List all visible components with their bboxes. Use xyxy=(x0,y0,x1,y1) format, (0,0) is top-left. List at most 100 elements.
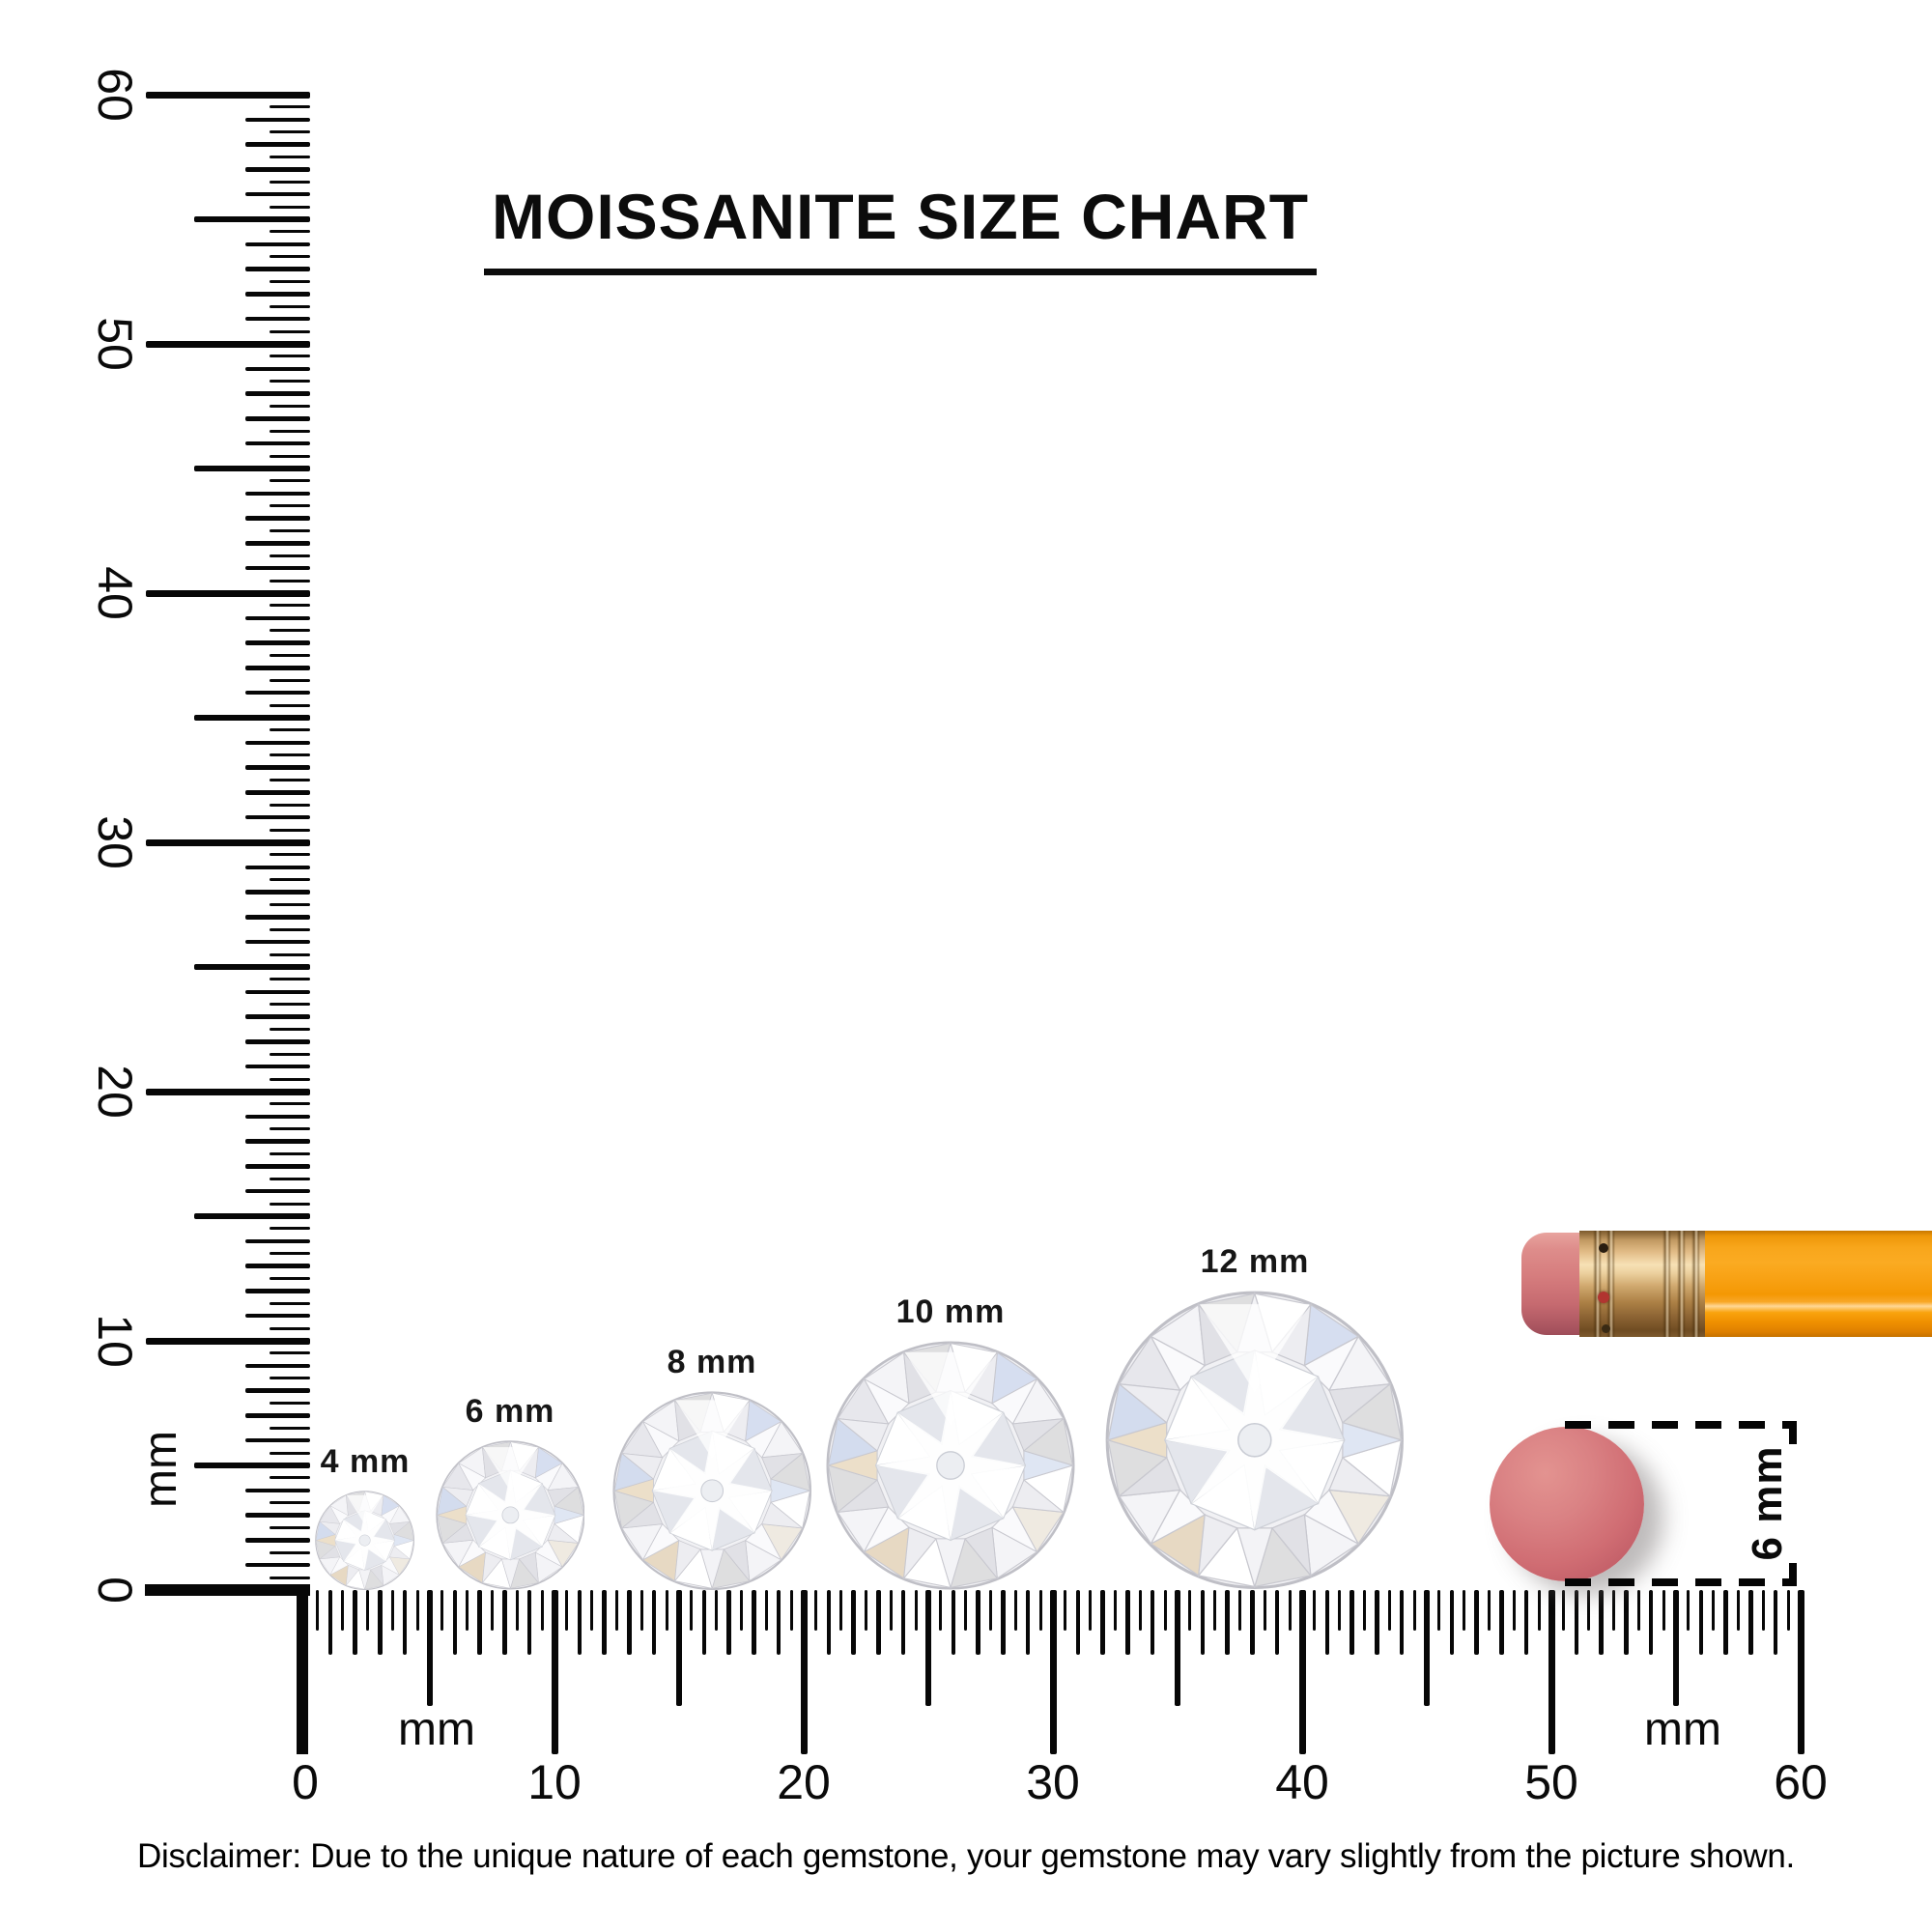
ruler-corner-vertical-bar xyxy=(297,1590,308,1754)
v-ruler-tick-3.5mm xyxy=(270,1501,310,1505)
v-ruler-tick-15mm xyxy=(194,1213,310,1219)
h-ruler-tick-7.5mm xyxy=(490,1590,495,1631)
h-ruler-tick-30mm xyxy=(1049,1590,1057,1754)
h-ruler-tick-52.5mm xyxy=(1611,1590,1616,1631)
h-ruler-tick-41.5mm xyxy=(1338,1590,1342,1631)
h-ruler-tick-24mm xyxy=(900,1590,906,1655)
v-ruler-tick-46.5mm xyxy=(270,429,310,433)
eraser-disc xyxy=(1490,1427,1644,1581)
h-ruler-number-0: 0 xyxy=(292,1755,319,1809)
ferrule-groove xyxy=(1677,1231,1686,1337)
h-ruler-tick-3.5mm xyxy=(390,1590,394,1631)
h-ruler-tick-53mm xyxy=(1624,1590,1629,1655)
gem-4mm xyxy=(315,1491,415,1590)
h-ruler-tick-28.5mm xyxy=(1013,1590,1017,1631)
h-ruler-tick-38.5mm xyxy=(1263,1590,1266,1631)
v-ruler-tick-18mm xyxy=(245,1139,310,1144)
gem-6mm xyxy=(435,1440,585,1590)
ferrule-crimp-dot xyxy=(1599,1243,1608,1253)
ferrule-groove xyxy=(1691,1231,1700,1337)
v-ruler-tick-49mm xyxy=(245,366,310,372)
gem-8mm xyxy=(612,1391,811,1590)
h-ruler-number-10: 10 xyxy=(527,1755,582,1809)
h-ruler-tick-47mm xyxy=(1474,1590,1479,1655)
v-ruler-number-10: 10 xyxy=(88,1314,142,1368)
h-ruler-tick-42.5mm xyxy=(1362,1590,1367,1631)
v-ruler-tick-29mm xyxy=(245,865,310,870)
h-ruler-tick-23.5mm xyxy=(889,1590,893,1631)
v-ruler-number-20: 20 xyxy=(88,1065,142,1119)
h-ruler-number-60: 60 xyxy=(1774,1755,1828,1809)
v-ruler-tick-37mm xyxy=(245,666,310,670)
v-ruler-tick-30.5mm xyxy=(270,828,310,832)
h-ruler-tick-51mm xyxy=(1574,1590,1579,1655)
v-ruler-tick-50.5mm xyxy=(270,329,310,333)
v-ruler-tick-35mm xyxy=(194,715,310,721)
h-ruler-tick-12mm xyxy=(602,1590,607,1655)
h-ruler-tick-22.5mm xyxy=(864,1590,868,1631)
v-ruler-tick-31.5mm xyxy=(270,803,310,807)
v-ruler-tick-41.5mm xyxy=(270,554,310,557)
h-ruler-tick-54mm xyxy=(1648,1590,1654,1655)
v-ruler-tick-54mm xyxy=(245,242,310,247)
h-ruler-tick-54.5mm xyxy=(1662,1590,1665,1631)
h-ruler-tick-46.5mm xyxy=(1463,1590,1466,1631)
h-ruler-tick-5.5mm xyxy=(440,1590,444,1631)
h-ruler-tick-5mm xyxy=(427,1590,433,1706)
v-ruler-number-0: 0 xyxy=(88,1577,142,1604)
v-ruler-tick-15.5mm xyxy=(270,1202,310,1206)
v-ruler-tick-32.5mm xyxy=(270,778,310,782)
v-ruler-tick-28mm xyxy=(245,890,310,895)
v-ruler-tick-38.5mm xyxy=(270,629,310,633)
v-ruler-tick-55.5mm xyxy=(270,205,310,209)
v-ruler-tick-39.5mm xyxy=(270,604,310,608)
gem-10mm xyxy=(826,1341,1075,1590)
h-ruler-tick-27.5mm xyxy=(988,1590,993,1631)
h-ruler-tick-15.5mm xyxy=(690,1590,694,1631)
h-ruler-tick-1mm xyxy=(327,1590,333,1655)
h-ruler-tick-57.5mm xyxy=(1736,1590,1741,1631)
v-ruler-tick-33mm xyxy=(245,765,310,770)
h-ruler-tick-18.5mm xyxy=(764,1590,768,1631)
v-ruler-tick-11.5mm xyxy=(270,1301,310,1305)
v-ruler-tick-12mm xyxy=(245,1289,310,1293)
v-ruler-tick-25.5mm xyxy=(270,952,310,956)
h-ruler-tick-6mm xyxy=(452,1590,458,1655)
v-ruler-tick-56.5mm xyxy=(270,180,310,184)
pencil-body xyxy=(1705,1231,1932,1337)
v-ruler-tick-17mm xyxy=(245,1164,310,1169)
v-ruler-tick-28.5mm xyxy=(270,878,310,882)
h-ruler-tick-9mm xyxy=(526,1590,532,1655)
h-ruler-tick-24.5mm xyxy=(914,1590,918,1631)
v-ruler-tick-29.5mm xyxy=(270,853,310,857)
h-ruler-tick-55mm xyxy=(1673,1590,1679,1706)
v-ruler-tick-34mm xyxy=(245,740,310,746)
v-ruler-tick-6mm xyxy=(245,1437,310,1443)
v-ruler-tick-36mm xyxy=(245,690,310,696)
h-ruler-tick-21mm xyxy=(826,1590,832,1655)
h-ruler-tick-7mm xyxy=(477,1590,482,1655)
h-ruler-tick-1.5mm xyxy=(341,1590,345,1631)
v-ruler-tick-37.5mm xyxy=(270,653,310,658)
v-ruler-tick-12.5mm xyxy=(270,1276,310,1281)
v-ruler-tick-7mm xyxy=(245,1413,310,1418)
h-ruler-tick-37.5mm xyxy=(1237,1590,1242,1631)
v-ruler-tick-9.5mm xyxy=(270,1351,310,1355)
v-ruler-tick-49.5mm xyxy=(270,355,310,358)
h-ruler-tick-53.5mm xyxy=(1636,1590,1640,1631)
h-ruler-tick-0.5mm xyxy=(316,1590,320,1631)
h-ruler-tick-59mm xyxy=(1773,1590,1778,1655)
v-ruler-tick-27mm xyxy=(245,915,310,920)
v-ruler-tick-56mm xyxy=(245,191,310,197)
v-ruler-tick-8mm xyxy=(245,1388,310,1393)
v-ruler-tick-4mm xyxy=(245,1488,310,1493)
v-ruler-tick-53mm xyxy=(245,267,310,271)
h-ruler-tick-6.5mm xyxy=(466,1590,469,1631)
v-ruler-tick-47mm xyxy=(245,416,310,421)
v-ruler-tick-25mm xyxy=(194,964,310,970)
h-ruler-tick-3mm xyxy=(378,1590,383,1655)
v-ruler-tick-11mm xyxy=(245,1313,310,1319)
h-ruler-tick-14.5mm xyxy=(665,1590,668,1631)
v-ruler-tick-8.5mm xyxy=(270,1377,310,1380)
v-ruler-tick-44mm xyxy=(245,491,310,497)
